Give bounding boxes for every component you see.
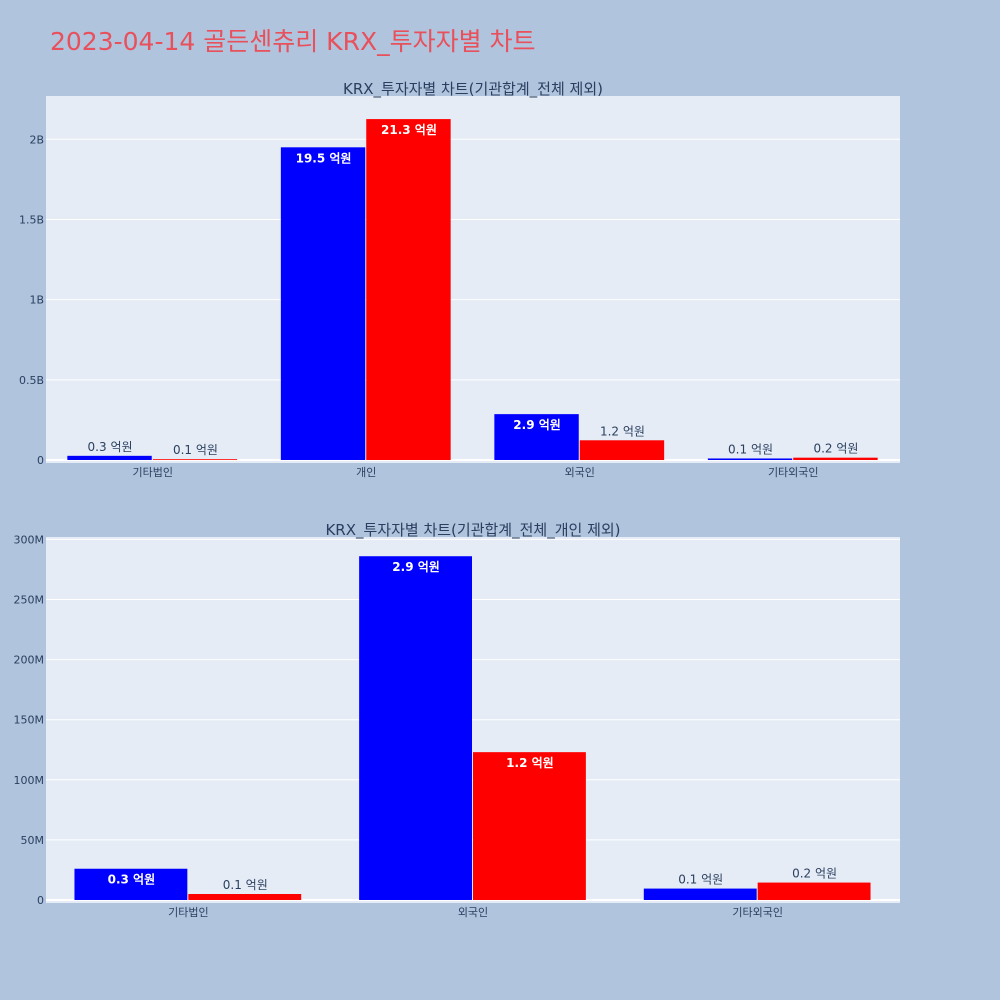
y-tick-label: 2B [29,133,44,146]
data-label: 0.1 억원 [223,878,268,892]
plot-area [46,96,900,463]
x-tick-label: 외국인 [458,906,488,919]
data-label: 0.2 억원 [792,867,837,881]
y-tick-label: 300M [14,533,45,546]
y-tick-label: 0 [37,454,44,467]
y-tick-label: 0.5B [19,374,44,387]
chart-title: KRX_투자자별 차트(기관합계_전체 제외) [343,80,603,99]
data-label: 21.3 억원 [381,123,437,137]
bar [579,440,665,460]
data-label: 0.2 억원 [813,442,858,456]
bar [188,893,302,900]
x-tick-label: 기타법인 [168,906,208,919]
bar [74,868,188,900]
data-label: 1.2 억원 [506,756,554,770]
data-label: 0.1 억원 [678,873,723,887]
bar [280,147,366,460]
y-tick-label: 1B [29,294,44,307]
data-label: 2.9 억원 [513,418,561,432]
y-tick-label: 0 [37,894,44,907]
bar [757,882,871,900]
data-label: 19.5 억원 [296,151,352,165]
y-tick-label: 150M [14,714,45,727]
chart-1: KRX_투자자별 차트(기관합계_전체 제외) 0 0.5B 1B 1.5B 2B 기타법인… [19,80,900,479]
y-tick-label: 250M [14,594,45,607]
x-tick-label: 개인 [356,466,376,479]
bar [359,556,472,900]
bar [366,119,451,460]
page-title: 2023-04-14 골든센츄리 KRX_투자자별 차트 [50,27,536,56]
x-tick-label: 기타법인 [133,466,173,479]
data-label: 0.1 억원 [728,442,773,456]
data-label: 2.9 억원 [392,560,440,574]
x-tick-label: 외국인 [565,466,595,479]
y-tick-label: 1.5B [19,213,44,226]
bar [643,888,757,900]
bar [473,752,586,900]
x-tick-label: 기타외국인 [732,906,783,919]
y-tick-label: 100M [14,774,45,787]
x-tick-label: 기타외국인 [768,466,819,479]
bar [707,458,793,460]
data-label: 0.3 억원 [108,873,156,887]
y-tick-label: 200M [14,654,45,667]
bar [494,414,579,460]
bar [152,459,238,460]
data-label: 1.2 억원 [600,424,645,438]
bar [793,457,878,460]
data-label: 0.3 억원 [88,440,133,454]
chart-title: KRX_투자자별 차트(기관합계_전체_개인 제외) [325,521,620,540]
chart-2: KRX_투자자별 차트(기관합계_전체_개인 제외) 0 50M 100M 150M 20… [14,521,900,919]
bar [67,455,152,460]
data-label: 0.1 억원 [173,443,218,457]
y-tick-label: 50M [21,834,45,847]
